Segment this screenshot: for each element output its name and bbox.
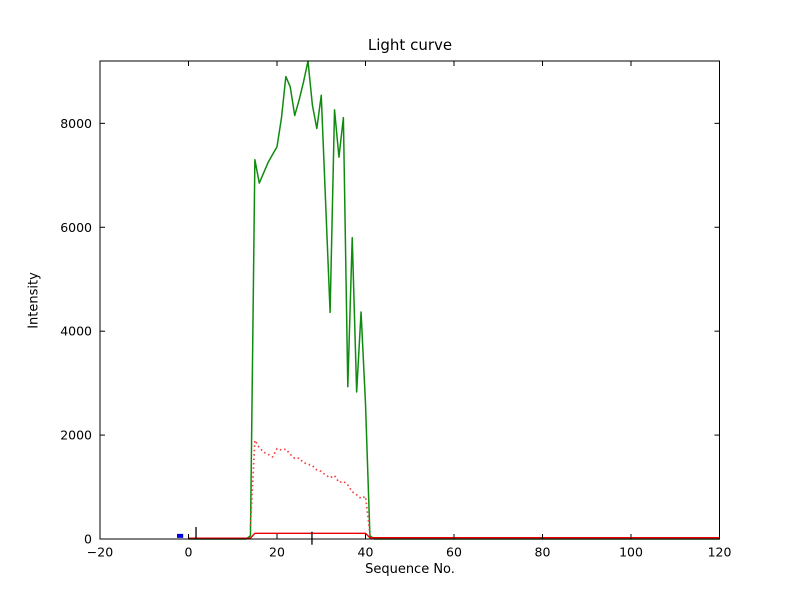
chart-title: Light curve [367, 36, 453, 54]
x-tick-label: 100 [619, 545, 643, 560]
y-tick-label: 8000 [60, 116, 92, 131]
x-tick-label: 60 [446, 545, 462, 560]
main-flux-green-line-series [188, 60, 720, 540]
x-tick-label: 40 [358, 545, 374, 560]
x-tick-label: −20 [87, 545, 113, 560]
axes-frame [99, 60, 720, 540]
background-red-dotted-line-series [249, 439, 371, 535]
y-tick-label: 6000 [60, 220, 92, 235]
y-tick-label: 4000 [60, 324, 92, 339]
y-tick-label: 0 [84, 532, 92, 547]
x-tick-label: 120 [708, 545, 732, 560]
x-tick-label: 0 [185, 545, 193, 560]
x-tick-label: 80 [535, 545, 551, 560]
baseline-red-solid-line-series [188, 532, 720, 539]
x-axis-label: Sequence No. [365, 562, 455, 577]
x-tick-label: 20 [269, 545, 285, 560]
y-tick-label: 2000 [60, 428, 92, 443]
